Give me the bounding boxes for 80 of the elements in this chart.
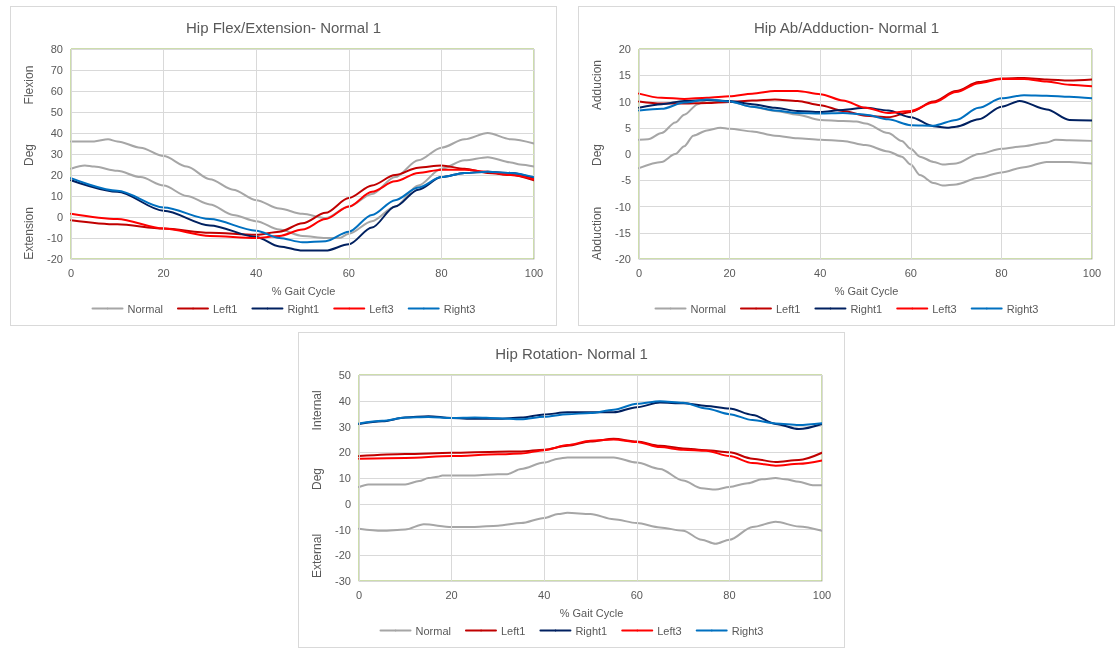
y-tick-label: 5	[624, 121, 631, 134]
x-tick-label: 0	[635, 266, 643, 279]
text: Internal	[310, 390, 324, 431]
text: Abduction	[590, 206, 604, 261]
text: Extension	[22, 207, 36, 260]
line-series	[638, 126, 1093, 187]
legend-label: Normal	[415, 624, 451, 637]
y-tick-label: -5	[621, 174, 631, 187]
legend-label: Right1	[287, 302, 320, 315]
y-tick-label: 30	[338, 420, 351, 433]
y-tick-label: 10	[618, 95, 631, 108]
y-tick-label: 0	[344, 497, 351, 510]
x-tick-label: 80	[995, 266, 1008, 279]
y-tick-label: 40	[338, 394, 351, 407]
line-series	[358, 456, 823, 491]
x-tick-label: 20	[723, 266, 736, 279]
x-tick-label: 40	[814, 266, 827, 279]
y-tick-label: 20	[618, 43, 631, 55]
x-axis-title: % Gait Cycle	[834, 284, 899, 297]
legend-label: Right1	[575, 624, 608, 637]
y-tick-label: 40	[50, 127, 63, 139]
y-tick-label: 20	[338, 446, 351, 459]
y-tick-label: -30	[335, 575, 351, 587]
legend-label: Left3	[369, 302, 394, 315]
x-tick-label: 20	[445, 588, 458, 601]
x-tick-label: 100	[1082, 266, 1102, 279]
x-tick-label: 80	[435, 266, 448, 279]
y-tick-label: 60	[50, 85, 63, 97]
legend-label: Normal	[690, 302, 726, 315]
legend-label: Left1	[500, 624, 526, 637]
legend-label: Right3	[731, 624, 764, 637]
y-tick-label: -10	[335, 523, 351, 536]
legend-label: Left3	[932, 302, 957, 315]
y-axis-title: Deg	[590, 143, 604, 167]
x-axis-title: % Gait Cycle	[559, 606, 624, 619]
y-tick-label: 10	[50, 190, 63, 202]
line-series	[70, 132, 535, 220]
y-tick-label: 30	[50, 148, 63, 160]
text: Adducion	[590, 60, 604, 111]
legend-label: Left1	[212, 302, 238, 315]
x-tick-label: 100	[524, 266, 544, 279]
x-tick-label: 40	[538, 588, 551, 601]
y-tick-label: 0	[56, 211, 63, 223]
y-tick-label: -10	[615, 200, 631, 213]
legend-label: Right3	[443, 302, 476, 315]
x-tick-label: 0	[67, 266, 75, 279]
y-tick-label: -20	[615, 253, 631, 265]
y-tick-label: 50	[338, 369, 351, 381]
x-tick-label: 40	[250, 266, 263, 279]
y-tick-label: 0	[624, 148, 631, 160]
legend-label: Right3	[1006, 302, 1039, 315]
chart-title: Hip Flex/Extension- Normal 1	[185, 19, 382, 36]
legend-label: Normal	[127, 302, 163, 315]
x-tick-label: 60	[904, 266, 917, 279]
y-axis-title: Deg	[22, 143, 36, 167]
y-tick-label: 50	[50, 106, 63, 118]
y-axis-title: Deg	[310, 467, 324, 491]
x-tick-label: 20	[157, 266, 170, 279]
legend-label: Left3	[657, 624, 682, 637]
x-tick-label: 100	[812, 588, 832, 601]
x-tick-label: 80	[723, 588, 736, 601]
x-axis-title: % Gait Cycle	[271, 284, 336, 297]
line-series	[638, 98, 1093, 166]
text: External	[310, 533, 324, 578]
x-tick-label: 0	[355, 588, 363, 601]
legend-label: Right1	[850, 302, 883, 315]
text: Flexion	[22, 65, 36, 105]
legend-label: Left1	[775, 302, 801, 315]
y-tick-label: -15	[615, 226, 631, 239]
y-tick-label: 80	[50, 43, 63, 55]
y-tick-label: 10	[338, 472, 351, 484]
chart-title: Hip Rotation- Normal 1	[495, 345, 648, 362]
line-series	[358, 511, 823, 545]
chart-title: Hip Ab/Adduction- Normal 1	[753, 19, 940, 36]
y-tick-label: 70	[50, 64, 63, 76]
y-tick-label: -20	[335, 549, 351, 562]
y-tick-label: -20	[47, 253, 63, 265]
y-tick-label: 15	[618, 69, 631, 82]
y-tick-label: -10	[47, 232, 63, 244]
y-tick-label: 20	[50, 169, 63, 181]
